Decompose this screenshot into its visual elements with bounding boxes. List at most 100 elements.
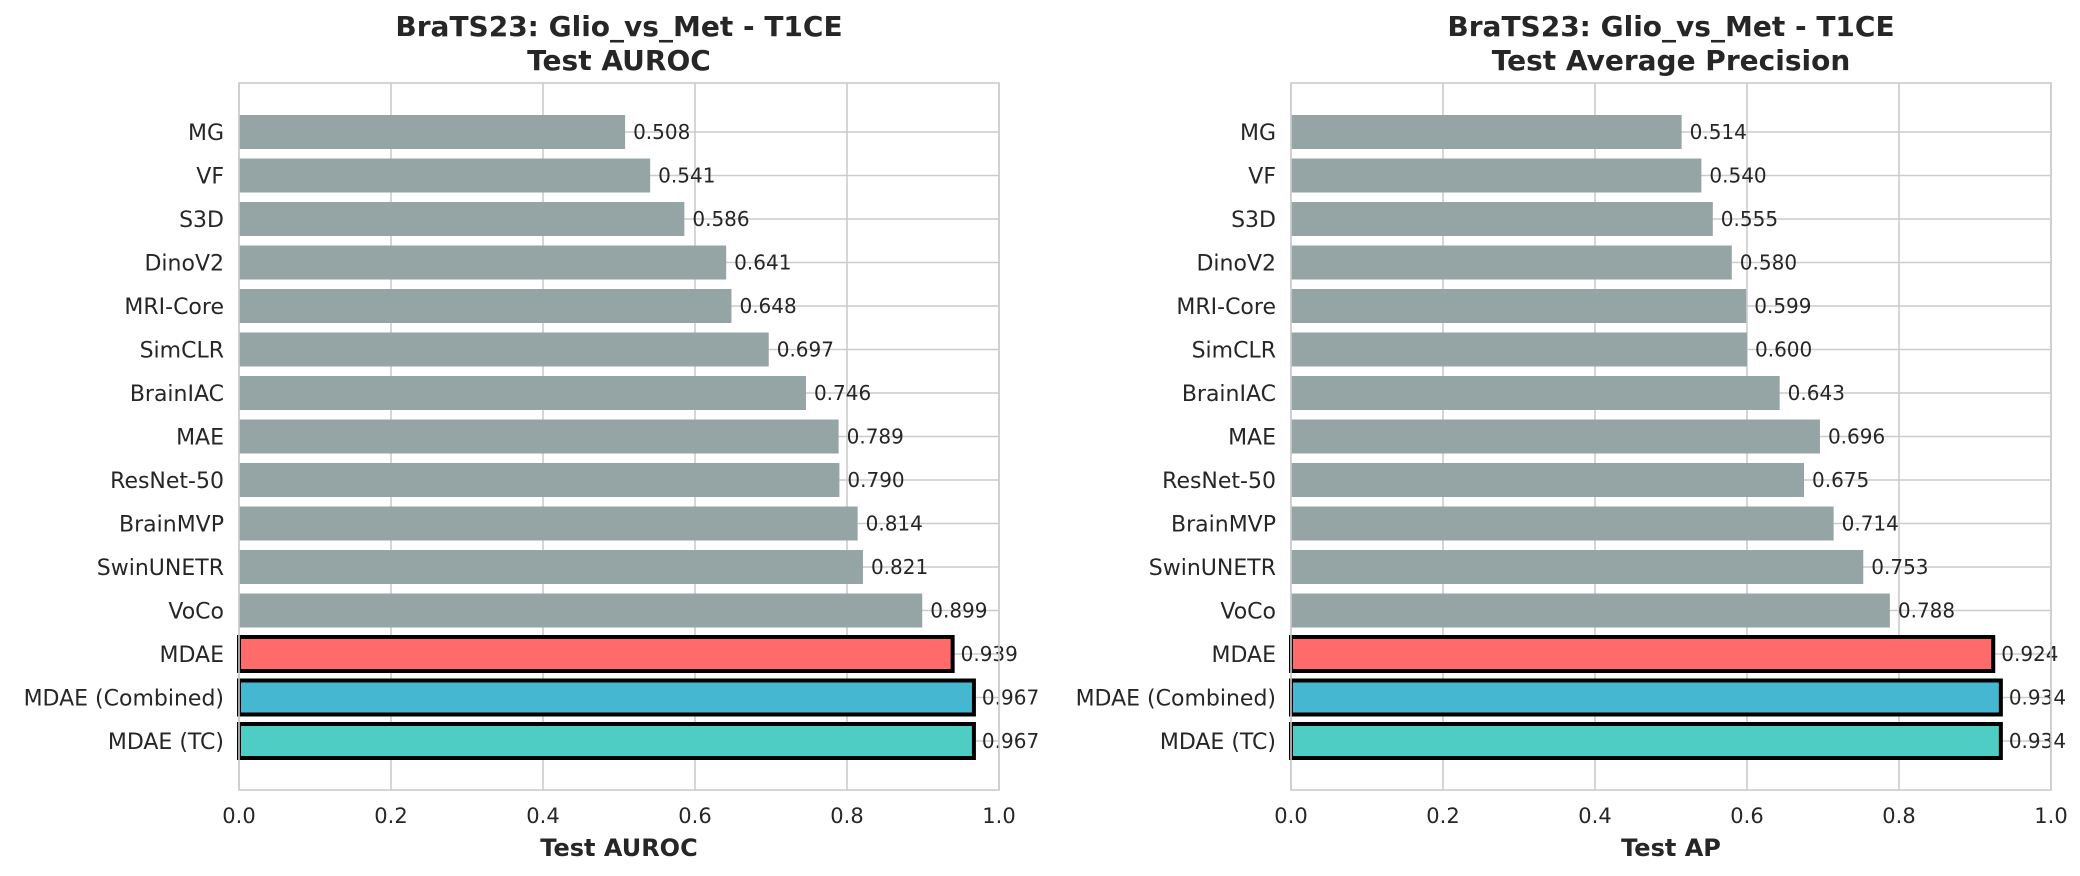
data-label: 0.555 [1721,207,1778,231]
data-label: 0.599 [1754,294,1811,318]
data-label: 0.586 [692,207,749,231]
data-label: 0.934 [2009,729,2066,753]
data-label: 0.939 [961,642,1018,666]
y-tick-label: VF [1248,165,1276,190]
y-tick-label: MDAE (Combined) [24,687,224,712]
bar-mdae-tc [1289,722,2003,760]
data-label: 0.789 [847,425,904,449]
bar-simclr [1291,332,1747,367]
y-tick-label: BrainMVP [119,513,224,538]
y-tick-label: MRI-Core [1176,295,1276,320]
y-tick-label: MG [1240,121,1276,146]
y-tick-label: ResNet-50 [1162,469,1276,494]
bar-vf [239,158,651,193]
bar-brainmvp [239,506,858,541]
y-tick-label: MDAE [1212,643,1277,668]
chart-title: BraTS23: Glio_vs_Met - T1CE [395,10,842,43]
y-tick-label: BrainIAC [130,382,224,407]
x-tick-label: 0.6 [678,804,711,828]
y-tick-label: MRI-Core [124,295,224,320]
data-label: 0.899 [930,599,987,623]
bar-mri-core [1291,289,1747,323]
x-tick-label: 1.0 [2034,804,2067,828]
y-tick-label: SwinUNETR [1149,556,1276,581]
y-tick-label: BrainIAC [1182,382,1276,407]
bar-vf [1291,158,1702,193]
bar-brainmvp [1291,506,1834,541]
chart-panel-2: 0.514 MG 0.540 VF 0.555 S3D 0.580 DinoV2 0.599 MR… [1076,10,2068,862]
data-label: 0.648 [739,294,796,318]
y-tick-label: MDAE (Combined) [1076,687,1276,712]
x-tick-label: 0.6 [1730,804,1763,828]
data-label: 0.541 [658,164,715,188]
y-tick-label: SimCLR [1192,339,1276,364]
data-label: 0.934 [2009,686,2066,710]
data-label: 0.643 [1788,381,1845,405]
y-tick-label: MDAE (TC) [108,730,224,755]
chart-panel-1: 0.508 MG 0.541 VF 0.586 S3D 0.641 DinoV2 0.648 MR… [24,10,1040,862]
data-label: 0.580 [1740,251,1797,275]
y-tick-label: S3D [179,208,224,233]
y-tick-label: MAE [1228,426,1276,451]
x-tick-label: 0.2 [1426,804,1459,828]
x-tick-label: 0.8 [1882,804,1915,828]
chart-subtitle: Test Average Precision [1492,44,1851,77]
data-label: 0.675 [1812,468,1869,492]
bar-mae [1291,419,1820,454]
bar-resnet-50 [239,463,840,497]
bar-mg [239,115,626,149]
plot-frame [238,82,1000,791]
y-tick-label: VoCo [1220,600,1276,625]
bar-mri-core [239,289,732,323]
data-label: 0.641 [734,251,791,275]
chart-subtitle: Test AUROC [527,44,711,77]
x-tick-label: 0.0 [222,804,255,828]
bar-resnet-50 [1291,463,1804,497]
bar-mg [1291,115,1682,149]
bar-dinov2 [239,245,727,280]
plot-frame [1290,82,2052,791]
data-label: 0.967 [982,686,1039,710]
bar-swinunetr [1291,550,1864,584]
y-tick-label: MAE [176,426,224,451]
data-label: 0.924 [2001,642,2058,666]
y-tick-label: SwinUNETR [97,556,224,581]
bar-mdae [237,635,955,673]
x-tick-label: 0.0 [1274,804,1307,828]
data-label: 0.514 [1690,120,1747,144]
bar-s3d [239,202,685,236]
bar-mdae [1289,635,1996,673]
data-label: 0.967 [982,729,1039,753]
data-label: 0.790 [847,468,904,492]
x-axis-label: Test AUROC [540,834,697,862]
y-tick-label: MG [188,121,224,146]
bar-voco [239,593,923,628]
bar-brainiac [239,376,806,410]
y-tick-label: S3D [1231,208,1276,233]
y-tick-label: DinoV2 [144,252,224,277]
y-tick-label: VoCo [168,600,224,625]
bar-brainiac [1291,376,1780,410]
bar-dinov2 [1291,245,1732,280]
bar-mdae-tc [237,722,976,760]
bar-mae [239,419,839,454]
bar-voco [1291,593,1890,628]
x-tick-label: 1.0 [982,804,1015,828]
data-label: 0.753 [1871,555,1928,579]
y-tick-label: MDAE [160,643,225,668]
x-tick-label: 0.4 [526,804,559,828]
data-label: 0.600 [1755,338,1812,362]
bar-mdae-combined [1289,678,2003,717]
y-tick-label: DinoV2 [1196,252,1276,277]
data-label: 0.714 [1842,512,1899,536]
x-axis-label: Test AP [1621,834,1721,862]
data-label: 0.508 [633,120,690,144]
data-label: 0.814 [866,512,923,536]
y-tick-label: ResNet-50 [110,469,224,494]
y-tick-label: SimCLR [140,339,224,364]
bar-mdae-combined [237,678,976,717]
data-label: 0.788 [1898,599,1955,623]
y-tick-label: BrainMVP [1171,513,1276,538]
